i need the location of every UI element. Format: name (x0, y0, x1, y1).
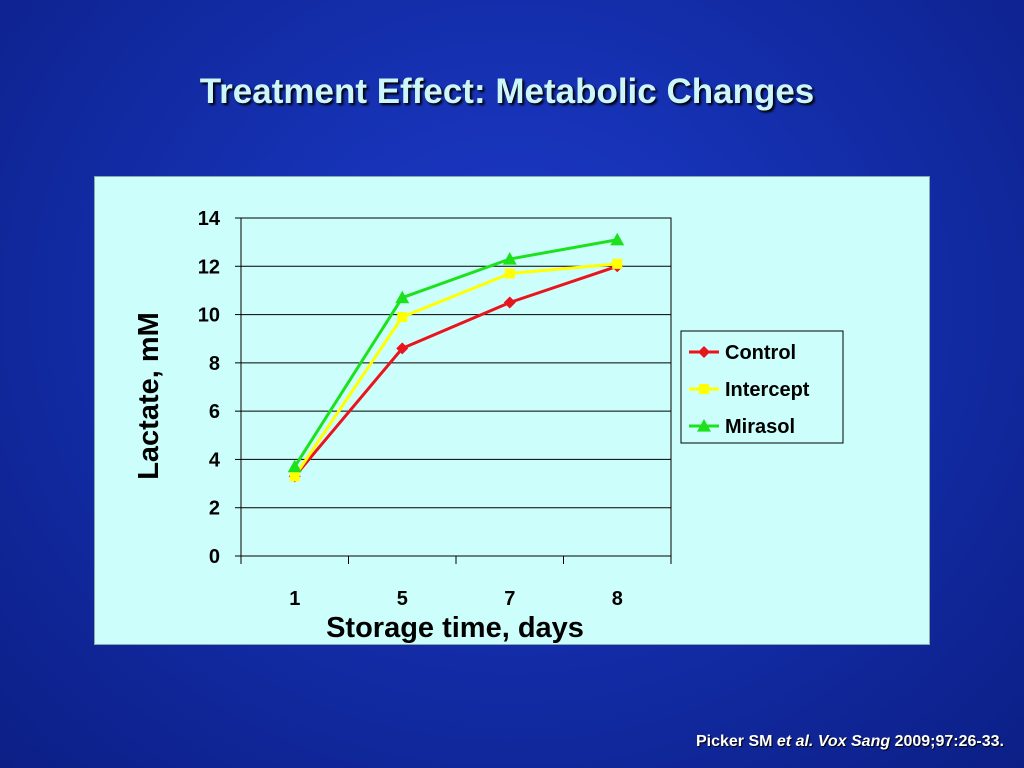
data-series (287, 232, 625, 483)
x-tick-label: 1 (289, 588, 300, 610)
y-axis-label: Lactate, mM (133, 312, 165, 480)
legend-label: Mirasol (725, 416, 795, 438)
data-point-mirasol (610, 232, 625, 246)
legend: Control Intercept Mirasol (680, 330, 844, 444)
legend-item-control: Control (689, 342, 796, 364)
citation-journal: Vox Sang (817, 733, 891, 750)
data-point-intercept (504, 268, 515, 279)
data-point-intercept (289, 471, 300, 482)
citation-ref: 2009;97:26-33. (894, 733, 1004, 750)
x-tick-label: 7 (504, 588, 515, 610)
citation: Picker SM et al. Vox Sang 2009;97:26-33. (696, 733, 1004, 751)
series-mirasol (287, 232, 625, 473)
legend-label: Intercept (725, 379, 810, 401)
gridlines (241, 265, 671, 509)
data-point-mirasol (287, 459, 302, 473)
data-point-control (503, 296, 516, 309)
y-tick-label: 14 (198, 208, 221, 230)
y-tick-label: 6 (209, 401, 220, 423)
axes (235, 217, 672, 564)
y-tick-label: 0 (209, 546, 220, 568)
series-line-control (293, 264, 618, 478)
data-point-intercept (397, 311, 408, 322)
legend-label: Control (725, 342, 796, 364)
legend-swatch-marker (698, 346, 710, 358)
series-line-mirasol (293, 238, 618, 468)
legend-swatch-marker (697, 419, 711, 432)
data-point-control (396, 342, 409, 355)
legend-item-intercept: Intercept (689, 379, 810, 401)
y-tick-label: 8 (209, 353, 220, 375)
series-control (288, 260, 624, 483)
data-point-mirasol (502, 252, 517, 265)
data-point-intercept (612, 258, 623, 269)
x-tick-label: 8 (612, 588, 623, 610)
y-tick-label: 2 (209, 498, 220, 520)
citation-etal: et al. (776, 733, 814, 750)
legend-swatch-marker (699, 384, 709, 394)
y-tick-labels: 0 2 4 6 8 10 12 14 (198, 208, 221, 568)
y-tick-label: 4 (209, 449, 221, 471)
series-intercept (289, 258, 623, 482)
x-axis-label: Storage time, days (326, 612, 584, 644)
y-tick-label: 12 (198, 256, 220, 278)
legend-item-mirasol: Mirasol (689, 416, 795, 438)
series-line-intercept (293, 262, 618, 478)
x-tick-label: 5 (397, 588, 408, 610)
data-point-mirasol (395, 290, 410, 304)
slide-title: Treatment Effect: Metabolic Changes (199, 72, 815, 111)
citation-authors: Picker SM (695, 733, 773, 750)
y-tick-label: 10 (198, 305, 220, 327)
